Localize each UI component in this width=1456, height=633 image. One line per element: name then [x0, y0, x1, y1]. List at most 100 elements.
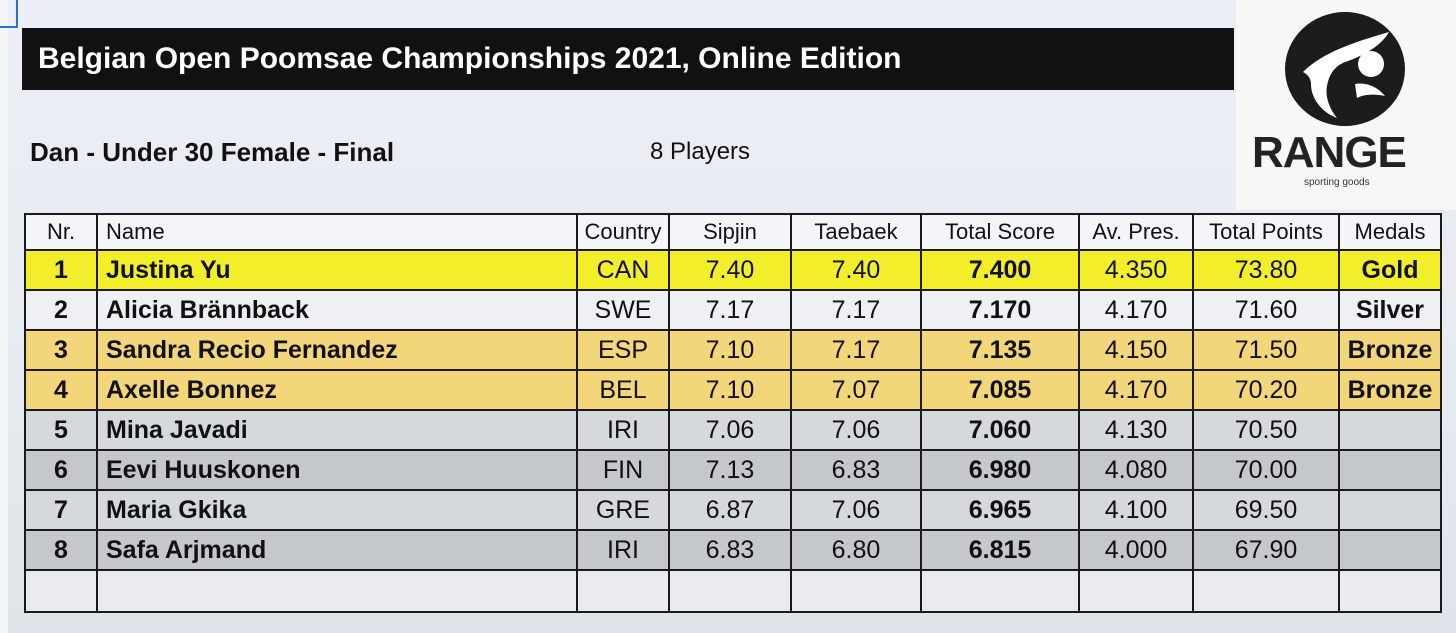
cell-country: ESP — [576, 329, 670, 371]
cell-av-pres: 4.130 — [1078, 409, 1194, 451]
cell-sipjin: 6.87 — [668, 489, 792, 531]
cell-name: Justina Yu — [96, 249, 578, 291]
table-row: 4 Axelle Bonnez BEL 7.10 7.07 7.085 4.17… — [24, 369, 1442, 411]
cell-taebaek: 7.40 — [790, 249, 922, 291]
table-row: 3 Sandra Recio Fernandez ESP 7.10 7.17 7… — [24, 329, 1442, 371]
cell-name: Eevi Huuskonen — [96, 449, 578, 491]
cell-name: Mina Javadi — [96, 409, 578, 451]
cell-total-score: 6.980 — [920, 449, 1080, 491]
cell-total-score: 7.085 — [920, 369, 1080, 411]
empty-cell — [1192, 569, 1340, 613]
cell-taebaek: 6.80 — [790, 529, 922, 571]
cell-name: Alicia Brännback — [96, 289, 578, 331]
cell-country: BEL — [576, 369, 670, 411]
cell-total-score: 7.060 — [920, 409, 1080, 451]
cell-country: IRI — [576, 529, 670, 571]
col-header-taebaek: Taebaek — [790, 213, 922, 251]
cell-total-points: 69.50 — [1192, 489, 1340, 531]
cell-total-points: 71.50 — [1192, 329, 1340, 371]
logo-tagline: sporting goods — [1304, 177, 1370, 188]
cell-medal — [1338, 409, 1442, 451]
cell-total-points: 67.90 — [1192, 529, 1340, 571]
cell-sipjin: 6.83 — [668, 529, 792, 571]
col-header-name: Name — [96, 213, 578, 251]
cell-medal: Bronze — [1338, 329, 1442, 371]
cell-rank: 1 — [24, 249, 98, 291]
results-table: Nr. Name Country Sipjin Taebaek Total Sc… — [24, 213, 1442, 613]
cell-country: CAN — [576, 249, 670, 291]
cell-total-score: 7.135 — [920, 329, 1080, 371]
cell-total-score: 7.400 — [920, 249, 1080, 291]
cell-sipjin: 7.40 — [668, 249, 792, 291]
empty-cell — [668, 569, 792, 613]
cell-taebaek: 7.17 — [790, 289, 922, 331]
table-row: 5 Mina Javadi IRI 7.06 7.06 7.060 4.130 … — [24, 409, 1442, 451]
cell-sipjin: 7.10 — [668, 369, 792, 411]
championship-title: Belgian Open Poomsae Championships 2021,… — [22, 28, 1234, 90]
cell-name: Safa Arjmand — [96, 529, 578, 571]
cell-av-pres: 4.170 — [1078, 289, 1194, 331]
col-header-medals: Medals — [1338, 213, 1442, 251]
cell-rank: 5 — [24, 409, 98, 451]
cell-total-score: 7.170 — [920, 289, 1080, 331]
cell-medal — [1338, 489, 1442, 531]
cell-total-points: 73.80 — [1192, 249, 1340, 291]
cell-country: GRE — [576, 489, 670, 531]
cell-rank: 2 — [24, 289, 98, 331]
cell-total-score: 6.965 — [920, 489, 1080, 531]
col-header-country: Country — [576, 213, 670, 251]
cell-av-pres: 4.170 — [1078, 369, 1194, 411]
table-header-row: Nr. Name Country Sipjin Taebaek Total Sc… — [24, 213, 1442, 251]
table-row: 1 Justina Yu CAN 7.40 7.40 7.400 4.350 7… — [24, 249, 1442, 291]
empty-cell — [96, 569, 578, 613]
col-header-total-points: Total Points — [1192, 213, 1340, 251]
col-header-av-pres: Av. Pres. — [1078, 213, 1194, 251]
col-header-total-score: Total Score — [920, 213, 1080, 251]
empty-cell — [1078, 569, 1194, 613]
cell-taebaek: 6.83 — [790, 449, 922, 491]
cell-country: FIN — [576, 449, 670, 491]
cell-taebaek: 7.06 — [790, 489, 922, 531]
cell-rank: 8 — [24, 529, 98, 571]
selection-corner-h — [0, 26, 18, 28]
col-header-nr: Nr. — [24, 213, 98, 251]
cell-taebaek: 7.17 — [790, 329, 922, 371]
cell-country: IRI — [576, 409, 670, 451]
empty-row — [24, 569, 1442, 613]
cell-medal — [1338, 529, 1442, 571]
cell-total-points: 71.60 — [1192, 289, 1340, 331]
cell-total-score: 6.815 — [920, 529, 1080, 571]
logo-brand-name: RANGE — [1252, 128, 1407, 177]
empty-cell — [576, 569, 670, 613]
cell-av-pres: 4.150 — [1078, 329, 1194, 371]
kicker-silhouette-icon — [1288, 12, 1402, 126]
cell-av-pres: 4.100 — [1078, 489, 1194, 531]
cell-taebaek: 7.07 — [790, 369, 922, 411]
table-row: 6 Eevi Huuskonen FIN 7.13 6.83 6.980 4.0… — [24, 449, 1442, 491]
cell-av-pres: 4.000 — [1078, 529, 1194, 571]
player-count: 8 Players — [650, 138, 751, 165]
cell-medal: Gold — [1338, 249, 1442, 291]
cell-country: SWE — [576, 289, 670, 331]
cell-name: Sandra Recio Fernandez — [96, 329, 578, 371]
cell-rank: 7 — [24, 489, 98, 531]
cell-total-points: 70.20 — [1192, 369, 1340, 411]
cell-av-pres: 4.350 — [1078, 249, 1194, 291]
col-header-sipjin: Sipjin — [668, 213, 792, 251]
empty-cell — [1338, 569, 1442, 613]
cell-taebaek: 7.06 — [790, 409, 922, 451]
event-category: Dan - Under 30 Female - Final — [30, 137, 395, 167]
table-row: 2 Alicia Brännback SWE 7.17 7.17 7.170 4… — [24, 289, 1442, 331]
cell-sipjin: 7.06 — [668, 409, 792, 451]
cell-rank: 3 — [24, 329, 98, 371]
cell-av-pres: 4.080 — [1078, 449, 1194, 491]
cell-medal: Silver — [1338, 289, 1442, 331]
empty-cell — [24, 569, 98, 613]
empty-cell — [790, 569, 922, 613]
cell-sipjin: 7.13 — [668, 449, 792, 491]
cell-rank: 6 — [24, 449, 98, 491]
cell-name: Maria Gkika — [96, 489, 578, 531]
cell-medal — [1338, 449, 1442, 491]
cell-sipjin: 7.17 — [668, 289, 792, 331]
table-row: 7 Maria Gkika GRE 6.87 7.06 6.965 4.100 … — [24, 489, 1442, 531]
